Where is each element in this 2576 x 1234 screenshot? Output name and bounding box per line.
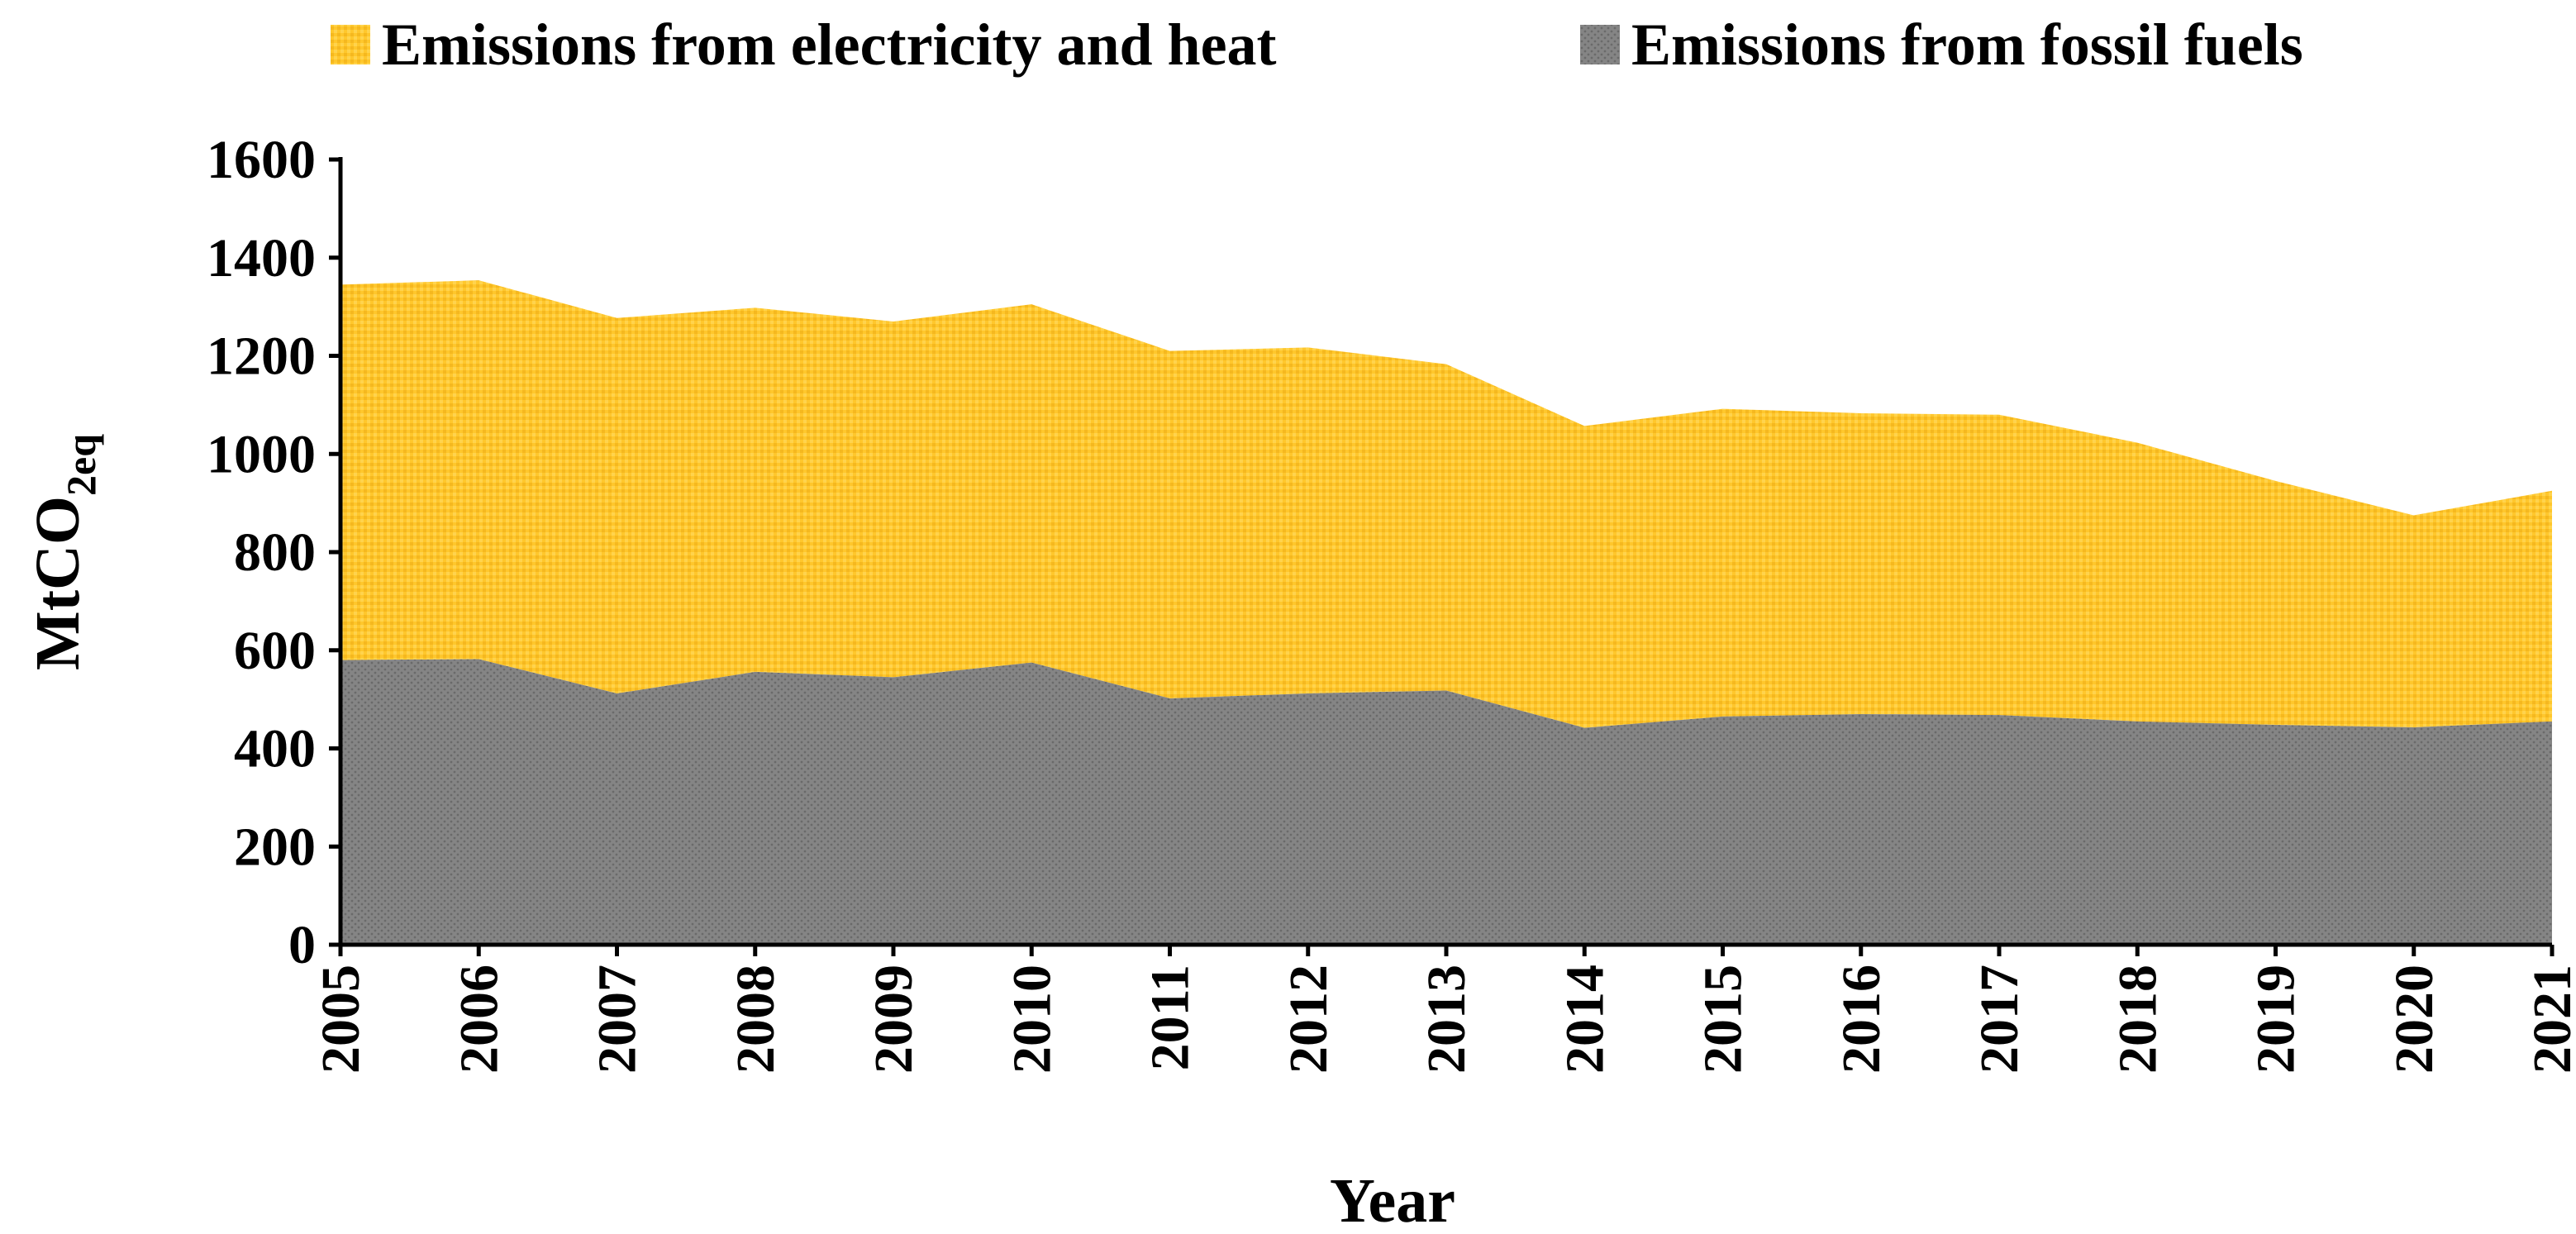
x-tick-label: 2011 — [1140, 965, 1201, 1070]
area-emissions-electricity-heat — [340, 280, 2552, 728]
y-axis-title-main: MtCO — [23, 496, 93, 670]
y-tick-label: 1200 — [207, 326, 316, 387]
y-tick-label: 0 — [288, 915, 316, 975]
x-tick-label: 2009 — [864, 965, 924, 1074]
x-tick-label: 2015 — [1693, 965, 1754, 1074]
y-tick-label: 600 — [234, 621, 316, 681]
x-tick-label: 2020 — [2384, 965, 2445, 1074]
x-tick-label: 2010 — [1002, 965, 1062, 1074]
x-tick-label: 2021 — [2522, 965, 2576, 1074]
x-axis-title: Year — [1330, 1166, 1455, 1234]
area-emissions-fossil-fuels — [340, 659, 2552, 945]
y-axis-title: MtCO2eq — [23, 434, 104, 670]
y-tick-label: 1400 — [207, 228, 316, 288]
x-tick-label: 2013 — [1417, 965, 1477, 1074]
y-axis-title-subscript: 2eq — [58, 434, 104, 496]
x-tick-label: 2019 — [2246, 965, 2307, 1074]
legend-label-fossil-fuels: Emissions from fossil fuels — [1631, 12, 2303, 78]
x-tick-label: 2012 — [1278, 965, 1339, 1074]
x-tick-label: 2014 — [1555, 965, 1615, 1074]
y-tick-label: 1600 — [207, 130, 316, 190]
y-tick-label: 400 — [234, 719, 316, 779]
x-tick-label: 2007 — [588, 965, 648, 1074]
plot-areas — [340, 280, 2552, 945]
x-axis-ticks: 2005 2006 2007 2008 2009 2010 2011 2012 2013 2014… — [311, 945, 2576, 1074]
x-tick-label: 2008 — [726, 965, 786, 1074]
y-tick-label: 1000 — [207, 424, 316, 484]
x-tick-label: 2016 — [1831, 965, 1892, 1074]
legend-swatch-electricity-heat — [331, 25, 370, 64]
y-tick-label: 200 — [234, 817, 316, 877]
legend: Emissions from electricity and heat Emis… — [331, 12, 2303, 78]
x-tick-label: 2017 — [1969, 965, 2030, 1074]
legend-label-electricity-heat: Emissions from electricity and heat — [382, 12, 1277, 78]
x-tick-label: 2018 — [2107, 965, 2168, 1074]
y-tick-label: 800 — [234, 522, 316, 583]
x-tick-label: 2006 — [449, 965, 509, 1074]
legend-swatch-fossil-fuels — [1580, 25, 1620, 64]
x-tick-label: 2005 — [311, 965, 371, 1074]
y-axis-ticks: 0 200 400 600 800 1000 1200 1400 1600 — [207, 130, 340, 975]
